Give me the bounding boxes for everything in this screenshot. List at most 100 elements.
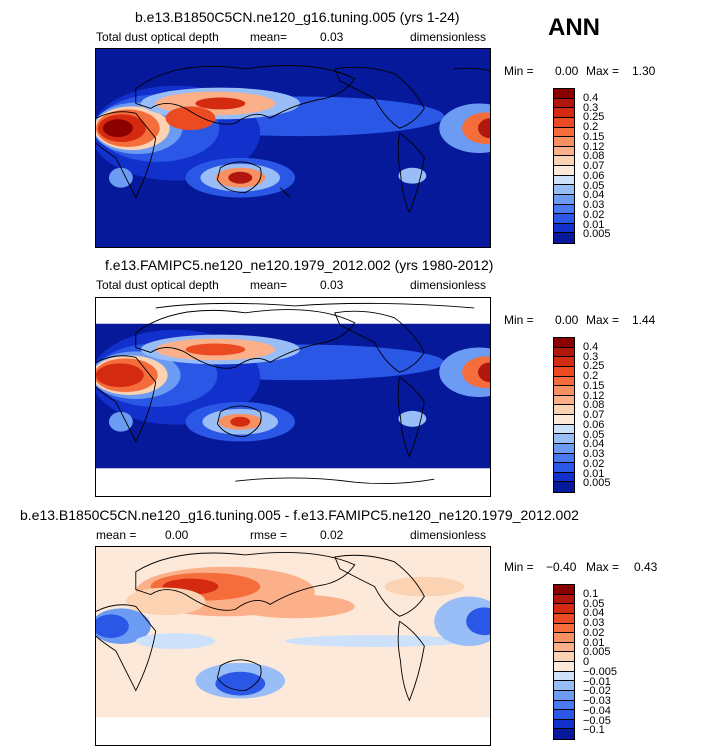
panel3-tick: 0.02 — [583, 626, 605, 639]
panel1-max-label: Max = — [586, 64, 620, 78]
panel2-tick: 0.25 — [583, 360, 605, 373]
panel2-colorbar-swatch — [554, 434, 574, 444]
panel3-tick: −0.01 — [583, 675, 611, 688]
panel2-colorbar-swatch — [554, 366, 574, 377]
panel1-tick: 0.08 — [583, 150, 605, 163]
panel1-max-value: 1.30 — [632, 64, 656, 78]
panel2-tick: 0.02 — [583, 457, 605, 470]
panel3-title: b.e13.B1850C5CN.ne120_g16.tuning.005 - f… — [20, 507, 579, 523]
panel3-colorbar-swatch — [554, 642, 574, 653]
panel1-colorbar-swatch — [554, 156, 574, 166]
panel1-tick: 0.03 — [583, 199, 605, 211]
panel3-colorbar-swatch — [554, 613, 574, 624]
panel1-min-value: 0.00 — [555, 64, 579, 78]
panel2-colorbar — [553, 337, 575, 493]
panel1-map — [95, 48, 491, 248]
panel2-colorbar-swatch — [554, 395, 574, 406]
panel3-mean-value: 0.00 — [165, 528, 189, 542]
panel1-title: b.e13.B1850C5CN.ne120_g16.tuning.005 (yr… — [135, 9, 460, 25]
panel2-colorbar-swatch — [554, 453, 574, 464]
panel1-tick: 0.05 — [583, 179, 605, 192]
panel2-tick: 0.12 — [583, 389, 605, 402]
panel1-colorbar-swatch — [554, 146, 574, 157]
panel3-tick: −0.1 — [583, 724, 605, 737]
panel2-colorbar-swatch — [554, 338, 574, 348]
panel1-colorbar-swatch — [554, 98, 574, 109]
panel2-max-label: Max = — [586, 313, 620, 327]
panel1-colorbar-swatch — [554, 117, 574, 128]
panel3-tick: −0.005 — [583, 665, 617, 678]
panel1-tick: 0.005 — [583, 228, 611, 241]
panel3-colorbar-swatch — [554, 729, 574, 739]
panel2-colorbar-swatch — [554, 472, 574, 483]
panel2-mean-label: mean= — [250, 278, 288, 292]
panel1-mean-value: 0.03 — [320, 30, 344, 44]
panel3-min-value: −0.40 — [546, 560, 577, 574]
panel2-colorbar-swatch — [554, 424, 574, 435]
panel3-tick: −0.03 — [583, 695, 611, 707]
panel2-tick: 0.04 — [583, 438, 605, 451]
panel2-tick: 0.01 — [583, 467, 605, 480]
panel2-mean-value: 0.03 — [320, 278, 344, 292]
panel3-colorbar-swatch — [554, 604, 574, 614]
panel1-colorbar-swatch — [554, 185, 574, 195]
season-label: ANN — [548, 14, 600, 41]
panel2-colorbar-swatch — [554, 386, 574, 396]
panel3-colorbar-swatch — [554, 719, 574, 730]
panel3-colorbar-swatch — [554, 623, 574, 634]
panel3-tick: 0 — [583, 656, 590, 668]
panel3-colorbar-swatch — [554, 710, 574, 720]
panel1-colorbar-swatch — [554, 175, 574, 186]
panel2-tick: 0.3 — [583, 350, 599, 363]
panel3-tick: 0.01 — [583, 636, 605, 649]
panel1-tick: 0.12 — [583, 140, 605, 153]
panel2-tick: 0.03 — [583, 448, 605, 460]
panel3-max-value: 0.43 — [634, 560, 658, 574]
panel1-colorbar-swatch — [554, 127, 574, 138]
panel3-tick: −0.02 — [583, 685, 611, 698]
panel1-tick: 0.4 — [583, 91, 599, 104]
panel2-colorbar-swatch — [554, 415, 574, 425]
panel1-colorbar-swatch — [554, 233, 574, 243]
panel1-colorbar-swatch — [554, 89, 574, 99]
panel3-tick: 0.005 — [583, 646, 611, 659]
panel2-tick: 0.15 — [583, 379, 605, 392]
panel1-tick: 0.04 — [583, 189, 605, 202]
panel2-variable: Total dust optical depth — [96, 278, 219, 292]
panel2-map — [95, 297, 491, 497]
panel2-max-value: 1.44 — [632, 313, 656, 327]
panel2-units: dimensionless — [410, 278, 487, 292]
panel3-colorbar — [553, 584, 575, 740]
panel3-tick: −0.04 — [583, 704, 611, 717]
panel2-tick: 0.2 — [583, 370, 599, 382]
panel1-colorbar-swatch — [554, 137, 574, 147]
panel2-tick: 0.06 — [583, 418, 605, 431]
panel1-tick: 0.01 — [583, 218, 605, 231]
panel1-tick: 0.2 — [583, 121, 599, 133]
panel1-tick: 0.25 — [583, 111, 605, 124]
panel1-tick: 0.3 — [583, 101, 599, 114]
panel3-rmse-label: rmse = — [250, 528, 288, 542]
panel1-units: dimensionless — [410, 30, 487, 44]
panel1-tick: 0.15 — [583, 130, 605, 143]
panel3-tick: 0.1 — [583, 587, 599, 600]
panel2-colorbar-swatch — [554, 376, 574, 387]
panel1-colorbar-swatch — [554, 108, 574, 118]
panel3-colorbar-swatch — [554, 690, 574, 701]
panel2-colorbar-swatch — [554, 405, 574, 415]
panel3-colorbar-swatch — [554, 671, 574, 682]
panel1-colorbar-swatch — [554, 204, 574, 215]
panel1-colorbar-swatch — [554, 194, 574, 205]
panel1-tick: 0.06 — [583, 169, 605, 182]
panel1-mean-label: mean= — [250, 30, 288, 44]
panel2-colorbar-swatch — [554, 347, 574, 358]
panel2-colorbar-swatch — [554, 482, 574, 492]
panel2-tick: 0.005 — [583, 477, 611, 490]
panel1-min-label: Min = — [504, 64, 534, 78]
panel2-colorbar-swatch — [554, 443, 574, 454]
panel3-rmse-value: 0.02 — [320, 528, 344, 542]
panel3-colorbar-swatch — [554, 594, 574, 605]
panel3-map — [95, 546, 491, 746]
panel1-tick: 0.07 — [583, 160, 605, 172]
panel1-colorbar-swatch — [554, 214, 574, 224]
